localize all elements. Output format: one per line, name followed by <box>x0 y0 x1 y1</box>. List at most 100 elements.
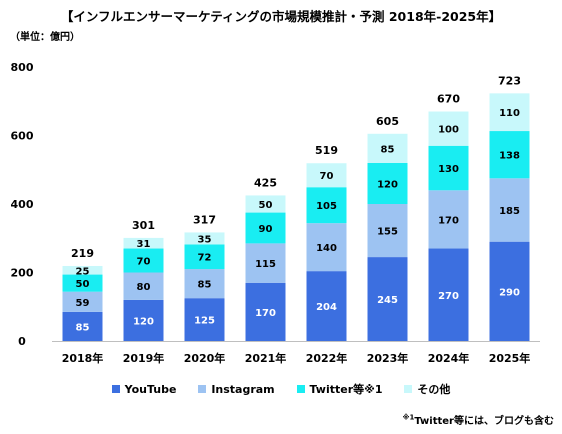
legend-label-instagram: Instagram <box>211 383 275 396</box>
chart-title: 【インフルエンサーマーケティングの市場規模推計・予測 2018年-2025年】 <box>60 9 502 24</box>
data-label-twitter: 138 <box>499 151 520 162</box>
x-tick-label: 2021年 <box>245 351 287 365</box>
footnote: ※1Twitter等には、ブログも含む <box>403 412 554 427</box>
data-label-youtube: 120 <box>133 316 154 327</box>
y-tick-label: 200 <box>11 267 34 280</box>
data-label-youtube: 204 <box>316 302 337 313</box>
bar-segment-twitter <box>367 162 408 204</box>
bar-segment-instagram <box>367 204 408 258</box>
bar-segment-other <box>489 93 530 132</box>
data-label-other: 50 <box>259 200 273 211</box>
bar-segment-instagram <box>306 223 347 272</box>
data-label-instagram: 170 <box>438 215 459 226</box>
legend-swatch-instagram <box>198 385 207 393</box>
legend-item-youtube: YouTube <box>111 383 177 396</box>
bar-segment-twitter <box>306 187 347 224</box>
bar-segment-other <box>306 163 347 188</box>
x-tick-label: 2022年 <box>306 351 348 365</box>
total-label: 219 <box>71 247 94 260</box>
legend-swatch-youtube <box>111 385 120 393</box>
x-tick-label: 2025年 <box>489 351 531 365</box>
data-label-youtube: 85 <box>76 322 90 333</box>
data-label-twitter: 90 <box>259 224 273 235</box>
legend-swatch-other <box>404 385 413 393</box>
x-tick-label: 2019年 <box>123 351 165 365</box>
data-label-other: 25 <box>76 266 90 277</box>
legend-label-twitter: Twitter等※1 <box>309 383 383 396</box>
total-label: 670 <box>437 93 460 106</box>
data-label-other: 35 <box>198 234 212 245</box>
footnote-text: Twitter等には、ブログも含む <box>414 416 554 427</box>
bar-segment-twitter <box>123 248 164 273</box>
data-label-twitter: 120 <box>377 179 398 190</box>
data-label-other: 70 <box>320 171 334 182</box>
y-tick-label: 800 <box>11 61 34 74</box>
data-label-other: 110 <box>499 108 520 119</box>
y-tick-label: 600 <box>11 130 34 143</box>
total-label: 723 <box>498 74 521 87</box>
legend-swatch-twitter <box>296 385 305 393</box>
bar-segment-other <box>428 111 469 146</box>
data-label-youtube: 245 <box>377 295 398 306</box>
bar-segment-other <box>184 232 225 245</box>
bar-segment-twitter <box>184 244 225 270</box>
bar-segment-instagram <box>123 272 164 300</box>
data-label-instagram: 140 <box>316 243 337 254</box>
bar-segment-instagram <box>62 291 103 312</box>
chart-legend: YouTube Instagram Twitter等※1 その他 <box>0 381 562 397</box>
data-label-instagram: 155 <box>377 227 398 238</box>
data-label-twitter: 50 <box>76 279 90 290</box>
data-label-youtube: 270 <box>438 291 459 302</box>
data-label-instagram: 85 <box>198 280 212 291</box>
bar-segment-twitter <box>62 274 103 292</box>
total-label: 519 <box>315 144 338 157</box>
bar-segment-other <box>123 237 164 249</box>
stacked-bar-chart: 0 200 400 600 800 85 59 50 25 219 2018年 120 80 70 31 30… <box>11 61 540 365</box>
data-label-instagram: 115 <box>255 259 276 270</box>
data-label-twitter: 105 <box>316 201 337 212</box>
bar-segment-youtube <box>123 299 164 341</box>
data-label-twitter: 72 <box>198 253 212 264</box>
y-tick-label: 0 <box>18 335 26 348</box>
data-label-other: 85 <box>381 144 395 155</box>
x-tick-label: 2018年 <box>62 351 104 365</box>
data-label-youtube: 125 <box>194 316 215 327</box>
bar-segment-youtube <box>306 271 347 341</box>
bar-segment-twitter <box>428 145 469 191</box>
total-label: 317 <box>193 213 216 226</box>
bar-segment-other <box>245 195 286 213</box>
bar-segment-twitter <box>489 131 530 179</box>
bar-segment-youtube <box>367 257 408 341</box>
total-label: 301 <box>132 219 155 232</box>
data-label-instagram: 59 <box>76 298 90 309</box>
legend-label-other: その他 <box>417 383 451 396</box>
bar-segment-youtube <box>62 311 103 341</box>
bar-segment-youtube <box>428 248 469 341</box>
bar-segment-youtube <box>245 282 286 341</box>
bar-segment-instagram <box>184 269 225 299</box>
bar-segment-instagram <box>245 243 286 283</box>
x-tick-label: 2024年 <box>428 351 470 365</box>
data-label-twitter: 130 <box>438 164 459 175</box>
footnote-mark: ※1 <box>402 413 415 422</box>
bar-segment-twitter <box>245 212 286 244</box>
legend-item-twitter: Twitter等※1 <box>296 381 383 397</box>
data-label-instagram: 185 <box>499 206 520 217</box>
unit-label: （単位：億円） <box>10 32 80 43</box>
data-label-other: 100 <box>438 125 459 136</box>
x-tick-label: 2023年 <box>367 351 409 365</box>
legend-item-instagram: Instagram <box>198 383 275 396</box>
data-label-other: 31 <box>137 239 151 250</box>
data-label-instagram: 80 <box>137 282 151 293</box>
bar-segment-other <box>62 265 103 275</box>
data-label-youtube: 290 <box>499 287 520 298</box>
legend-label-youtube: YouTube <box>124 383 177 396</box>
y-tick-label: 400 <box>11 198 34 211</box>
x-tick-label: 2020年 <box>184 351 226 365</box>
bar-segment-youtube <box>489 241 530 341</box>
bar-segment-instagram <box>489 178 530 242</box>
bar-segment-instagram <box>428 190 469 249</box>
bar-segment-other <box>367 133 408 163</box>
bar-segment-youtube <box>184 298 225 341</box>
legend-item-other: その他 <box>404 381 450 397</box>
